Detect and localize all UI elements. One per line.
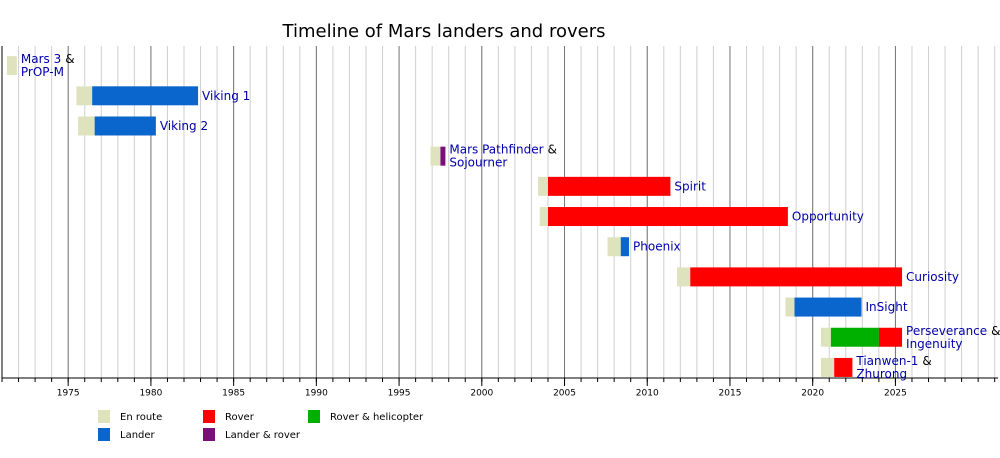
- mission-label: Spirit: [674, 179, 706, 193]
- legend-label: Lander & rover: [225, 430, 301, 441]
- chart-title: Timeline of Mars landers and rovers: [282, 21, 606, 42]
- segment: [834, 357, 853, 377]
- segment: [6, 56, 17, 76]
- mission-label: Ingenuity: [906, 336, 963, 350]
- x-tick-label: 2000: [470, 389, 493, 399]
- segment: [440, 146, 446, 166]
- segment: [607, 237, 621, 257]
- mission-name: InSight: [866, 300, 908, 314]
- mission-label: Mars Pathfinder &: [449, 142, 557, 156]
- mission-name: Phoenix: [633, 239, 681, 253]
- mission-name: Mars Pathfinder: [449, 142, 543, 156]
- x-tick-label: 1980: [139, 389, 162, 399]
- segment: [820, 327, 831, 347]
- x-tick-label: 2020: [801, 389, 824, 399]
- connector: &: [548, 142, 557, 156]
- segment: [538, 176, 548, 196]
- legend-swatch: [203, 410, 215, 423]
- x-tick-label: 2025: [884, 389, 907, 399]
- mission-label: PrOP-M: [21, 65, 64, 79]
- legend-label: Rover & helicopter: [330, 412, 424, 423]
- connector: &: [922, 353, 931, 367]
- mission-label: Viking 2: [160, 118, 208, 132]
- segment: [78, 116, 95, 136]
- x-tick-label: 1985: [222, 389, 245, 399]
- mission-label: Zhurong: [856, 366, 907, 380]
- x-tick-label: 2005: [553, 389, 576, 399]
- mission-name: Zhurong: [856, 366, 907, 380]
- segment: [785, 297, 795, 317]
- connector: &: [65, 52, 74, 66]
- segment: [830, 327, 879, 347]
- mission-name: Ingenuity: [906, 336, 963, 350]
- segment: [547, 176, 671, 196]
- segment: [794, 297, 862, 317]
- mission-name: Viking 2: [160, 118, 208, 132]
- mission-label: Tianwen-1 &: [855, 353, 931, 367]
- segment: [430, 146, 441, 166]
- mission-name: Viking 1: [202, 88, 250, 102]
- mission-name: Curiosity: [906, 269, 959, 283]
- mission-label: InSight: [866, 300, 908, 314]
- mission-label: Sojourner: [449, 155, 507, 169]
- segment: [690, 267, 903, 287]
- mission-name: Tianwen-1: [855, 353, 918, 367]
- legend-label: Lander: [120, 430, 156, 441]
- segment: [820, 357, 835, 377]
- mission-name: Sojourner: [449, 155, 507, 169]
- mission-name: PrOP-M: [21, 65, 64, 79]
- segment: [539, 207, 548, 227]
- mission-label: Opportunity: [792, 209, 864, 223]
- x-tick-label: 1975: [57, 389, 80, 399]
- legend-swatch: [308, 410, 320, 423]
- mission-label: Viking 1: [202, 88, 250, 102]
- mission-name: Mars 3: [21, 52, 61, 66]
- x-tick-label: 1995: [388, 389, 411, 399]
- mission-label: Mars 3 &: [21, 52, 75, 66]
- mission-name: Perseverance: [906, 323, 987, 337]
- segment: [94, 116, 156, 136]
- legend-swatch: [98, 410, 110, 423]
- mission-label: Perseverance &: [906, 323, 1000, 337]
- legend-label: Rover: [225, 412, 255, 423]
- segment: [878, 327, 903, 347]
- mission-name: Opportunity: [792, 209, 864, 223]
- mission-name: Spirit: [674, 179, 706, 193]
- legend-label: En route: [120, 412, 162, 423]
- segment: [76, 86, 93, 106]
- x-tick-label: 1990: [305, 389, 328, 399]
- legend-swatch: [203, 428, 215, 441]
- segment: [620, 237, 630, 257]
- x-tick-label: 2010: [636, 389, 659, 399]
- mission-label: Curiosity: [906, 269, 959, 283]
- legend-swatch: [98, 428, 110, 441]
- connector: &: [991, 323, 1000, 337]
- mission-label: Phoenix: [633, 239, 681, 253]
- x-tick-label: 2015: [719, 389, 742, 399]
- segment: [547, 207, 788, 227]
- segment: [92, 86, 199, 106]
- segment: [677, 267, 691, 287]
